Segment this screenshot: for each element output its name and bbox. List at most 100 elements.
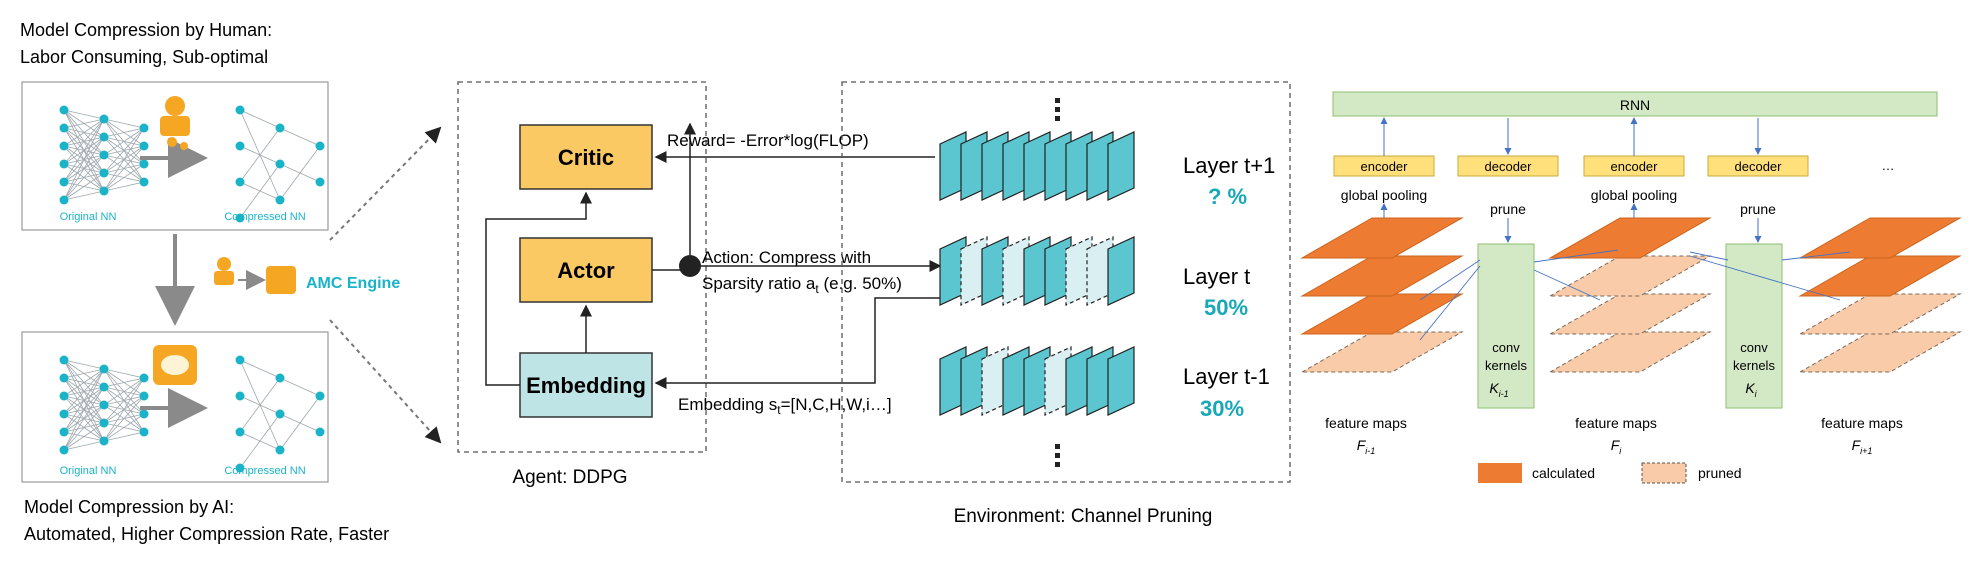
feature-maps-label-2: feature maps [1575, 415, 1657, 431]
engine-icon [214, 257, 296, 294]
embedding-label: Embedding [526, 373, 646, 398]
agent-caption: Agent: DDPG [512, 467, 627, 488]
kernels-label-1: kernels [1485, 358, 1527, 373]
original-nn-icon [59, 105, 149, 205]
environment-dashed-box [841, 81, 1291, 483]
ai-brain-icon [153, 345, 197, 385]
compressed-nn-label: Compressed NN [224, 211, 305, 223]
legend-pruned-swatch [1641, 462, 1687, 484]
rnn-bar [1332, 91, 1938, 117]
conv-label-1: conv [1492, 340, 1520, 355]
global-pooling-label-1: global pooling [1341, 187, 1427, 203]
environment-caption: Environment: Channel Pruning [954, 506, 1213, 527]
layer-t-ratio: 50% [1204, 295, 1248, 320]
embedding-state-label: Embedding st=[N,C,H,W,i…] [678, 395, 892, 417]
calculated-feature-map [1300, 217, 1464, 259]
original-nn-label: Original NN [60, 211, 117, 223]
channel [1107, 131, 1135, 201]
layer-t-stack [939, 236, 1135, 306]
compressed-nn-icon [235, 355, 325, 473]
layer-t-plus-1-stack [939, 131, 1135, 201]
prune-label-1: prune [1490, 201, 1526, 217]
reward-label: Reward= -Error*log(FLOP) [667, 131, 869, 150]
embedding-arrow [654, 297, 940, 389]
action-label-line1: Action: Compress with [702, 248, 871, 267]
f-cur-label: Fi [1611, 437, 1623, 456]
layer-t-minus-1-stack [939, 346, 1135, 416]
decoder-label-2: decoder [1735, 159, 1783, 174]
layer-t-minus-1-ratio: 30% [1200, 396, 1244, 421]
feature-map-stacks [1300, 217, 1962, 373]
critic-box [519, 124, 653, 190]
rnn-label: RNN [1620, 97, 1650, 113]
pruned-feature-map [1548, 331, 1712, 373]
decoder-box-2 [1707, 155, 1809, 177]
pruned-feature-map [1548, 293, 1712, 335]
calculated-feature-map [1300, 255, 1464, 297]
original-nn-icon [59, 355, 149, 455]
channel [1107, 346, 1135, 416]
global-pooling-label-2: global pooling [1591, 187, 1677, 203]
conv-kernels-box-1 [1477, 243, 1535, 409]
encoder-label-1: encoder [1361, 159, 1409, 174]
encoder-label-2: encoder [1611, 159, 1659, 174]
legend-calculated-swatch [1478, 463, 1522, 483]
ai-title-line1: Model Compression by AI: [24, 497, 234, 517]
agent-panel: Critic Actor Embedding Agent: DDPG [457, 81, 707, 488]
human-worker-icon [160, 96, 190, 150]
original-nn-label: Original NN [60, 465, 117, 477]
pruned-feature-map [1798, 293, 1962, 335]
kernels-label-2: kernels [1733, 358, 1775, 373]
embedding-box [519, 352, 653, 418]
dotted-arrow-bottom [329, 319, 442, 444]
legend-calculated-label: calculated [1532, 465, 1595, 481]
k-cur-label: Ki [1745, 380, 1757, 399]
critic-label: Critic [558, 145, 614, 170]
f-next-label: Fi+1 [1852, 437, 1873, 456]
f-prev-label: Fi-1 [1357, 437, 1376, 456]
prune-label-2: prune [1740, 201, 1776, 217]
ai-title-line2: Automated, Higher Compression Rate, Fast… [24, 524, 389, 544]
human-title-line2: Labor Consuming, Sub-optimal [20, 47, 268, 67]
layer-t-minus-1-label: Layer t-1 [1183, 364, 1270, 389]
connection-lines [1419, 249, 1851, 341]
conv-kernels-box-2 [1725, 243, 1783, 409]
amc-engine-label: AMC Engine [306, 275, 400, 292]
actor-box [519, 237, 653, 303]
agent-dashed-box [457, 81, 707, 453]
vertical-dots-top [1055, 98, 1060, 121]
action-label-line2: Sparsity ratio at (e.g. 50%) [702, 274, 902, 296]
decoder-box-1 [1457, 155, 1559, 177]
feature-maps-label-1: feature maps [1325, 415, 1407, 431]
vertical-dots-bottom [1055, 444, 1060, 467]
layer-t-label: Layer t [1183, 264, 1250, 289]
embed-to-critic-arrow [485, 191, 592, 386]
pruned-feature-map [1548, 255, 1712, 297]
calculated-feature-map [1548, 217, 1712, 259]
legend-pruned-label: pruned [1698, 465, 1742, 481]
layer-stacks [939, 131, 1135, 416]
conv-label-2: conv [1740, 340, 1768, 355]
environment-panel: Layer t+1 ? % Layer t 50% Layer t-1 30% … [841, 81, 1291, 527]
compressed-nn-icon [235, 105, 325, 223]
left-panel: Model Compression by Human: Labor Consum… [20, 20, 442, 544]
actor-label: Actor [557, 258, 615, 283]
pruned-feature-map [1798, 331, 1962, 373]
dotted-arrow-top [329, 126, 442, 241]
agent-env-links: Reward= -Error*log(FLOP) Action: Compres… [654, 131, 942, 417]
decoder-label-1: decoder [1485, 159, 1533, 174]
ellipsis: … [1882, 158, 1895, 173]
calculated-feature-map [1798, 217, 1962, 259]
compressed-nn-label: Compressed NN [224, 465, 305, 477]
k-prev-label: Ki-1 [1489, 380, 1508, 399]
layer-t-plus-1-ratio: ? % [1208, 184, 1247, 209]
rnn-panel: RNN encoder decoder encoder decoder … gl… [1300, 91, 1962, 484]
calculated-feature-map [1300, 293, 1464, 335]
channel [1107, 236, 1135, 306]
action-node [679, 255, 701, 277]
calculated-feature-map [1798, 255, 1962, 297]
layer-t-plus-1-label: Layer t+1 [1183, 153, 1275, 178]
pruned-feature-map [1300, 331, 1464, 373]
feature-maps-label-3: feature maps [1821, 415, 1903, 431]
